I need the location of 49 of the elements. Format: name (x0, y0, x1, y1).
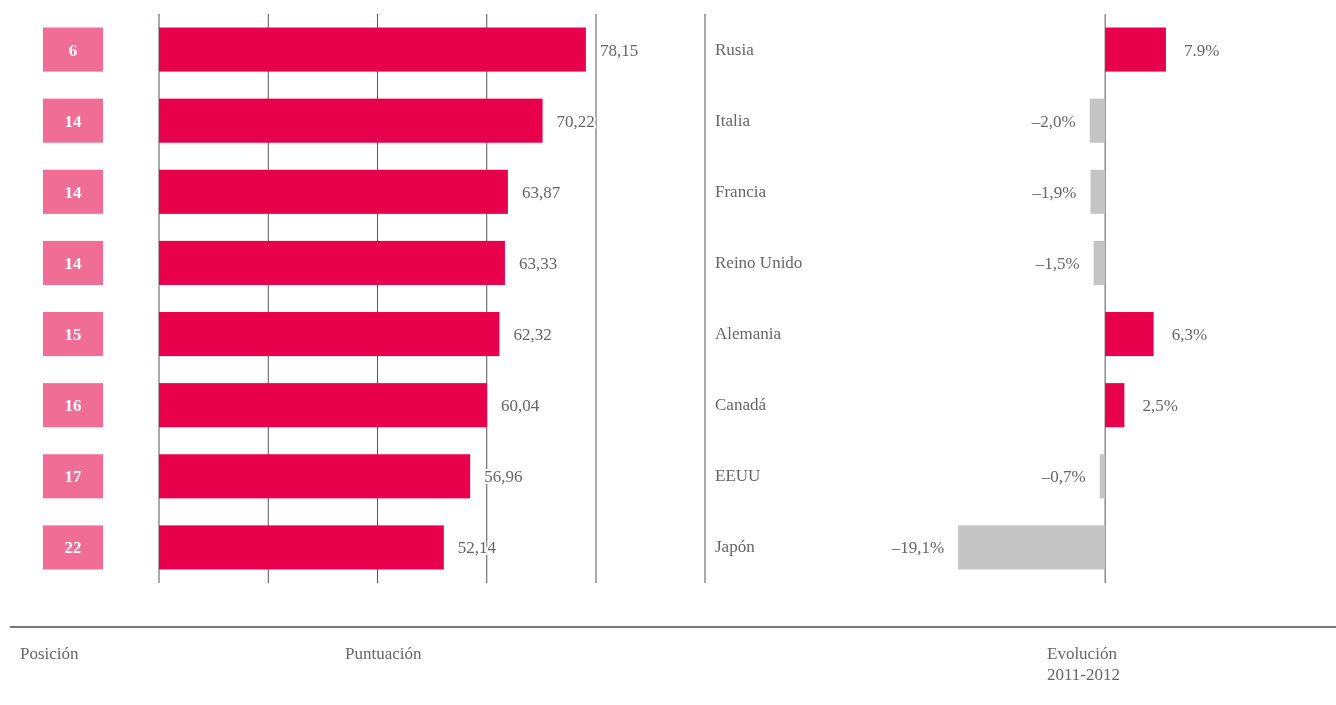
y-tick-label: 17 (64, 467, 82, 487)
y-tick-label: Francia (715, 181, 767, 201)
x-axis-title: Evolución 2011-2012 (1047, 644, 1121, 684)
bar (1105, 27, 1166, 72)
y-tick-label: 22 (64, 538, 82, 558)
x-axis-title: Puntuación (345, 644, 422, 663)
data-label: –0,7% (1040, 467, 1086, 487)
bar (159, 27, 586, 72)
y-axis-title: Posición (20, 644, 80, 663)
data-label: 2,5% (1142, 396, 1178, 416)
data-label: –1,5% (1034, 253, 1080, 273)
bar (1105, 383, 1125, 428)
bar (159, 98, 543, 143)
y-tick-label: 15 (64, 325, 82, 345)
y-tick-label: Italia (715, 110, 751, 130)
data-label: 60,04 (500, 396, 540, 416)
bar (159, 169, 508, 214)
data-label: 7.9% (1183, 40, 1220, 60)
y-tick-label: 16 (64, 396, 82, 416)
bar (1093, 240, 1106, 285)
bar (159, 525, 444, 570)
y-tick-label: 14 (64, 111, 82, 131)
y-tick-label: 14 (64, 182, 82, 202)
data-label: 63,87 (521, 182, 561, 202)
bar (159, 312, 500, 357)
y-tick-label: EEUU (715, 466, 761, 486)
y-tick-label: 6 (68, 40, 78, 60)
bar (159, 454, 471, 499)
y-tick-label: Alemania (715, 324, 782, 344)
y-tick-label: 14 (64, 253, 82, 273)
data-label: 70,22 (556, 111, 595, 131)
data-label: 78,15 (599, 40, 639, 60)
y-tick-label: Reino Unido (715, 252, 803, 272)
bar (159, 383, 487, 428)
bar (958, 525, 1106, 570)
data-label: –1,9% (1031, 182, 1077, 202)
data-label: –19,1% (890, 538, 945, 558)
bar (159, 240, 505, 285)
y-tick-label: Japón (715, 537, 756, 557)
y-tick-label: Canadá (715, 395, 767, 415)
bar (1099, 454, 1106, 499)
bar (1089, 98, 1106, 143)
y-tick-label: Rusia (715, 39, 755, 59)
data-label: –2,0% (1030, 111, 1076, 131)
bar (1105, 312, 1154, 357)
bar (1090, 169, 1106, 214)
data-label: 62,32 (513, 325, 552, 345)
data-label: 6,3% (1171, 325, 1208, 345)
data-label: 63,33 (518, 253, 558, 273)
